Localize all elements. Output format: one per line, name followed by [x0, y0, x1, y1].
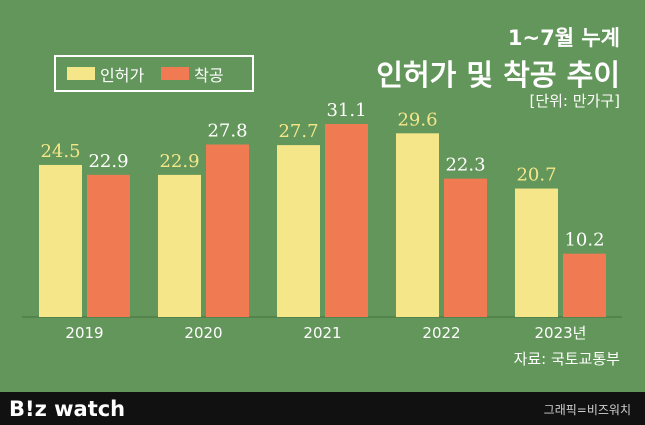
legend-item-start: 착공 — [161, 62, 224, 86]
data-label-start: 27.8 — [207, 120, 247, 141]
bar-start — [444, 178, 487, 317]
data-label-permit: 27.7 — [278, 121, 318, 142]
legend-label-start: 착공 — [194, 65, 224, 85]
bar-start — [87, 174, 130, 317]
graphic-credit: 그래픽=비즈워치 — [543, 403, 631, 417]
data-label-permit: 22.9 — [159, 151, 199, 172]
legend-swatch-permit — [67, 67, 95, 80]
bar-permit — [158, 174, 201, 317]
bar-permit — [277, 145, 320, 317]
bizwatch-logo: B!z watch — [9, 397, 126, 421]
data-label-permit: 24.5 — [40, 141, 80, 162]
data-label-permit: 29.6 — [397, 109, 437, 130]
bar-permit — [39, 164, 82, 317]
footer-bar: B!z watch 그래픽=비즈워치 — [0, 392, 645, 425]
x-tick-label: 2019 — [65, 324, 103, 342]
x-tick-label: 2023년 — [535, 324, 587, 342]
chart-title-period: 1~7월 누계 — [507, 26, 620, 50]
legend-swatch-start — [161, 67, 190, 80]
chart-title: 인허가 및 착공 추이 — [376, 58, 620, 92]
legend-label-permit: 인허가 — [100, 65, 145, 85]
data-label-permit: 20.7 — [516, 165, 556, 186]
source-note: 자료: 국토교통부 — [513, 350, 620, 368]
bar-start — [206, 144, 249, 317]
x-tick-label: 2020 — [184, 324, 222, 342]
data-label-start: 31.1 — [326, 100, 366, 121]
x-tick-label: 2022 — [422, 324, 460, 342]
bar-start — [325, 124, 368, 317]
data-label-start: 22.9 — [88, 151, 128, 172]
legend-item-permit: 인허가 — [67, 62, 144, 86]
data-label-start: 22.3 — [445, 155, 485, 176]
data-label-start: 10.2 — [564, 230, 604, 251]
bar-permit — [396, 133, 439, 317]
legend: 인허가 착공 — [54, 55, 254, 92]
unit-label: [단위: 만가구] — [529, 92, 620, 110]
x-tick-label: 2021 — [303, 324, 341, 342]
bar-permit — [515, 188, 558, 317]
bar-start — [563, 253, 606, 317]
